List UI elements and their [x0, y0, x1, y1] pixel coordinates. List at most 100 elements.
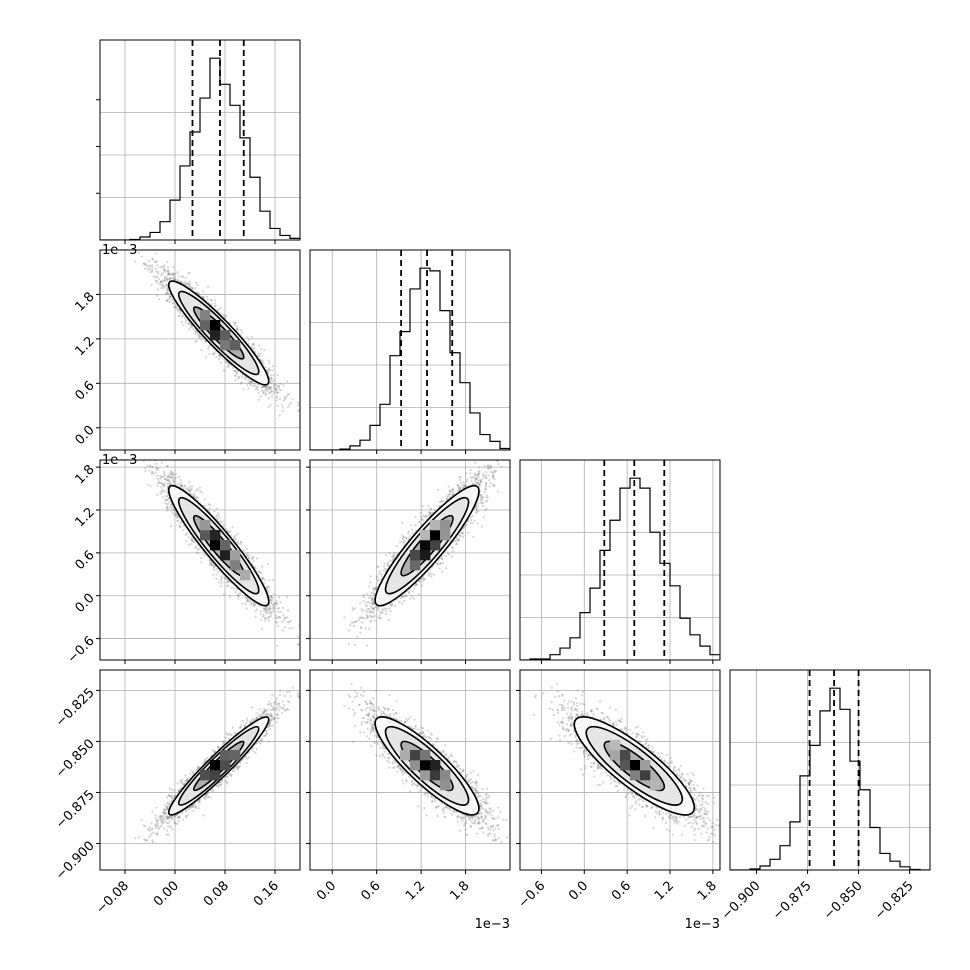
point [208, 345, 211, 348]
point [204, 340, 207, 344]
point [174, 278, 177, 282]
point [197, 334, 200, 337]
point [268, 386, 271, 389]
point [265, 611, 268, 615]
point [173, 278, 177, 281]
point [282, 384, 285, 387]
point [195, 281, 198, 285]
point [159, 492, 162, 495]
point [262, 385, 265, 388]
point [206, 285, 210, 288]
density-core-cell [210, 320, 221, 331]
point [273, 378, 276, 381]
point [163, 482, 166, 485]
point [182, 324, 185, 327]
point [271, 396, 274, 399]
point [166, 269, 170, 272]
point [259, 610, 263, 613]
point [266, 389, 269, 392]
point [161, 283, 164, 287]
point [171, 277, 174, 280]
point [210, 561, 213, 564]
point [261, 360, 264, 363]
point [234, 321, 238, 325]
point [251, 342, 255, 345]
point [288, 393, 291, 396]
point [244, 376, 247, 379]
point [171, 302, 174, 305]
point [170, 273, 174, 277]
point [134, 260, 137, 263]
point [210, 563, 213, 566]
point [172, 265, 175, 269]
point [170, 298, 173, 301]
point [184, 280, 187, 283]
point [177, 275, 181, 278]
point [247, 387, 250, 390]
point [163, 478, 167, 481]
point [160, 265, 163, 268]
point [269, 611, 273, 614]
point [137, 251, 140, 254]
point [166, 298, 169, 302]
point [190, 287, 194, 290]
point [272, 390, 275, 394]
point [243, 377, 246, 380]
point [271, 364, 274, 368]
point [213, 352, 216, 355]
point [173, 306, 176, 309]
point [289, 401, 292, 405]
point [258, 352, 261, 355]
point [233, 324, 236, 327]
point [268, 391, 271, 394]
point [224, 314, 228, 317]
point [152, 275, 155, 278]
point [258, 344, 261, 347]
point [166, 278, 169, 282]
point [163, 270, 166, 273]
point [148, 465, 151, 468]
point [220, 575, 223, 578]
point [142, 460, 145, 463]
point [208, 353, 211, 356]
point [249, 602, 252, 605]
point [194, 332, 197, 336]
point [180, 321, 184, 324]
point [247, 381, 250, 384]
density-core-cell [200, 310, 211, 321]
point [281, 406, 284, 409]
point [210, 299, 213, 302]
point [197, 292, 200, 295]
point [205, 295, 209, 299]
point [260, 386, 263, 389]
point [297, 403, 300, 407]
point [264, 365, 267, 369]
point [189, 323, 193, 326]
point [275, 388, 278, 391]
point [185, 283, 188, 286]
point [237, 594, 240, 597]
point [253, 347, 256, 350]
point [263, 607, 267, 611]
point [273, 385, 276, 389]
point [259, 395, 262, 398]
point [283, 397, 286, 400]
point [260, 389, 264, 392]
point [275, 391, 278, 394]
point [144, 267, 147, 271]
point [237, 377, 240, 380]
point [219, 306, 223, 309]
point [143, 263, 146, 266]
point [246, 384, 249, 387]
point [249, 380, 252, 383]
point [174, 272, 177, 276]
point [224, 360, 227, 363]
point [270, 390, 273, 393]
point [274, 387, 277, 391]
point [193, 493, 196, 497]
point [222, 593, 225, 596]
point [275, 388, 278, 392]
point [194, 286, 197, 290]
point [268, 386, 272, 389]
point [172, 302, 175, 305]
